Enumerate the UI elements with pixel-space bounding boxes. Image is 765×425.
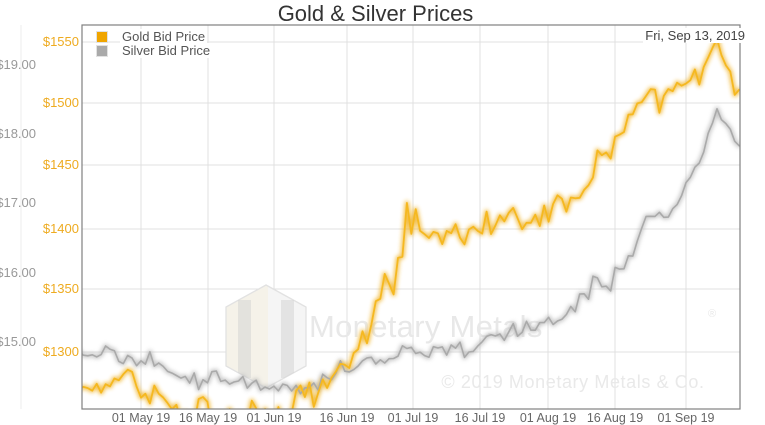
svg-text:© 2019 Monetary Metals & Co.: © 2019 Monetary Metals & Co. bbox=[441, 372, 704, 392]
svg-text:Monetary Metals: Monetary Metals bbox=[309, 309, 543, 344]
svg-text:®: ® bbox=[708, 308, 716, 320]
